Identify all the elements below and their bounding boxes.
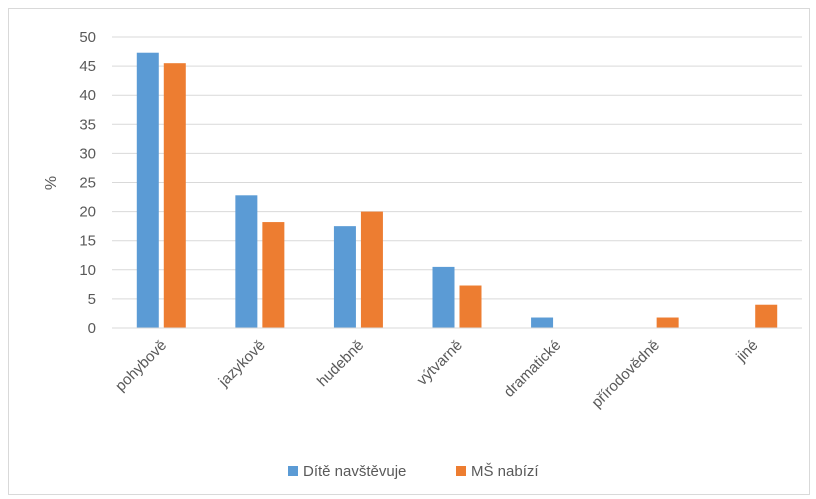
x-tick-label: dramatické — [501, 337, 565, 401]
x-tick-label: jazykově — [215, 337, 269, 391]
y-tick-label: 15 — [79, 233, 96, 250]
x-tick-label: hudebně — [314, 337, 367, 390]
legend-swatch — [456, 466, 466, 476]
x-tick-label: výtvarně — [414, 337, 466, 389]
bar-ms-nabizi — [459, 285, 482, 328]
x-tick-label: jiné — [732, 337, 761, 366]
bar-dite-navstevuje — [531, 317, 554, 328]
legend-label: Dítě navštěvuje — [303, 463, 406, 480]
y-tick-label: 35 — [79, 116, 96, 133]
bar-ms-nabizi — [755, 304, 778, 328]
y-tick-label: 40 — [79, 87, 96, 104]
legend-swatch — [288, 466, 298, 476]
y-tick-label: 25 — [79, 175, 96, 192]
y-tick-label: 10 — [79, 262, 96, 279]
y-axis-tick-labels: 0 5 10 15 20 25 30 35 40 45 50 — [79, 29, 96, 337]
legend: Dítě navštěvuje MŠ nabízí — [288, 463, 539, 480]
y-tick-label: 30 — [79, 145, 96, 162]
y-tick-label: 50 — [79, 29, 96, 46]
bar-ms-nabizi — [262, 222, 285, 328]
gridlines — [112, 36, 802, 300]
y-tick-label: 45 — [79, 58, 96, 75]
legend-label: MŠ nabízí — [471, 463, 539, 480]
bar-dite-navstevuje — [235, 195, 258, 328]
bar-ms-nabizi — [656, 317, 679, 328]
bars — [136, 52, 778, 329]
x-tick-label: přírodovědně — [588, 337, 663, 412]
x-tick-label: pohybově — [112, 337, 170, 395]
bar-ms-nabizi — [163, 63, 186, 328]
bar-ms-nabizi — [360, 211, 383, 328]
x-axis-tick-labels: pohybově jazykově hudebně výtvarně dramatick… — [112, 337, 761, 412]
y-tick-label: 5 — [88, 291, 96, 308]
y-tick-label: 20 — [79, 204, 96, 221]
bar-dite-navstevuje — [136, 52, 159, 329]
y-tick-label: 0 — [88, 320, 96, 337]
bar-dite-navstevuje — [432, 266, 455, 328]
bar-dite-navstevuje — [333, 226, 356, 328]
y-axis-label: % — [43, 176, 60, 190]
